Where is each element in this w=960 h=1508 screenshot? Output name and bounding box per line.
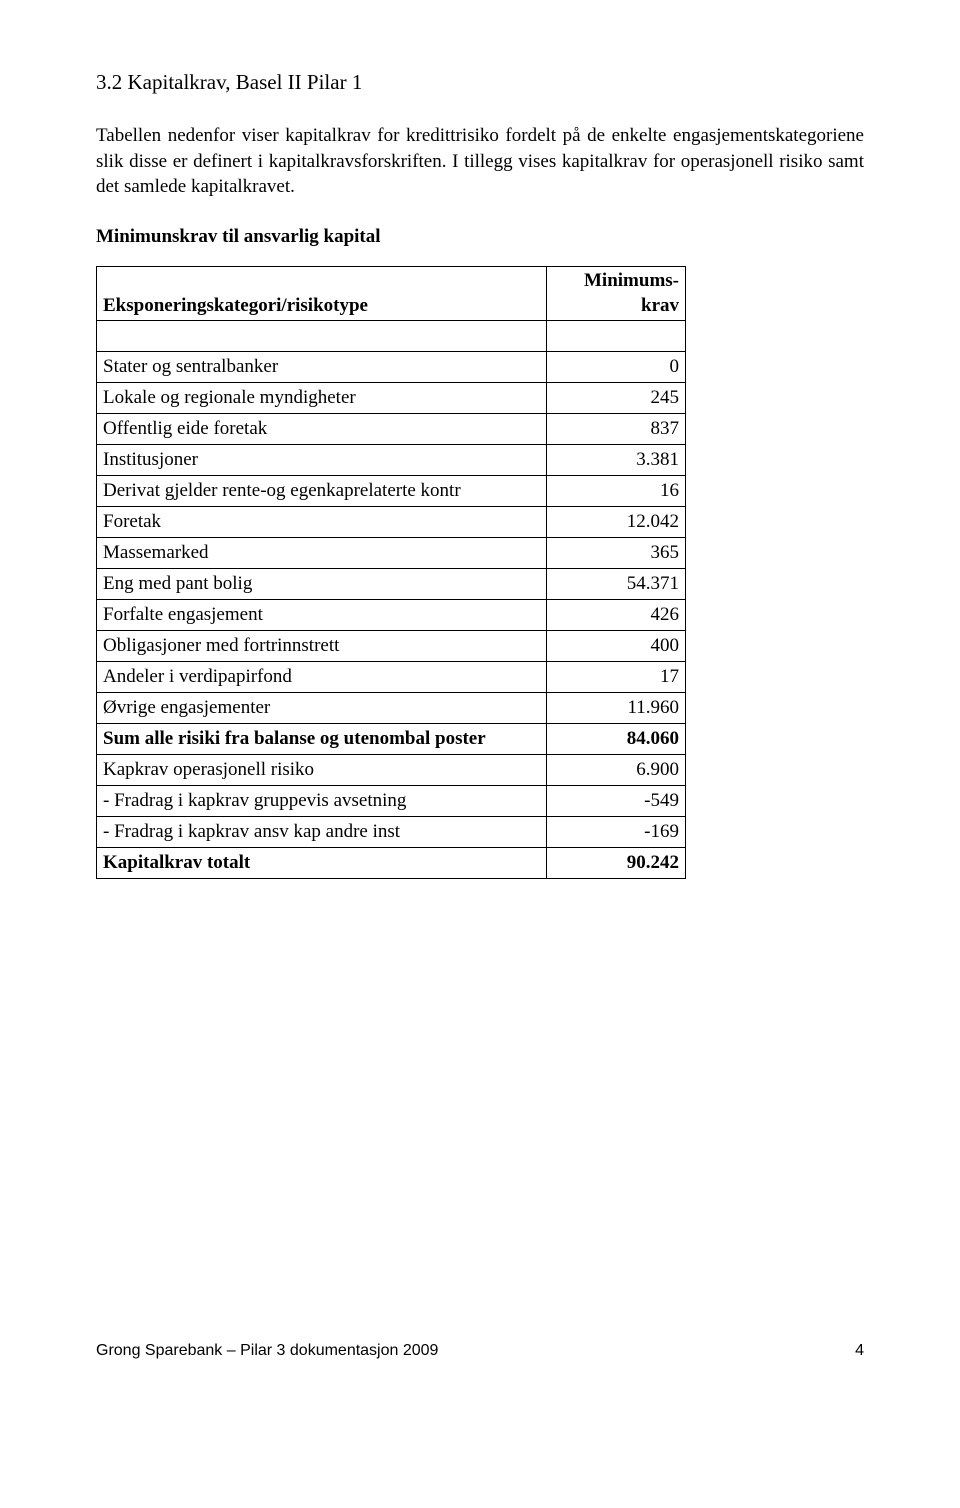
- spacer-cell: [547, 321, 686, 352]
- row-value: 12.042: [547, 507, 686, 538]
- row-value: 3.381: [547, 445, 686, 476]
- footer-left-text: Grong Sparebank – Pilar 3 dokumentasjon …: [96, 1342, 438, 1360]
- row-value: 6.900: [547, 755, 686, 786]
- table-row: Foretak12.042: [97, 507, 686, 538]
- table-row: - Fradrag i kapkrav ansv kap andre inst-…: [97, 817, 686, 848]
- row-value: 16: [547, 476, 686, 507]
- row-label: Andeler i verdipapirfond: [97, 662, 547, 693]
- row-value: 54.371: [547, 569, 686, 600]
- row-label: Obligasjoner med fortrinnstrett: [97, 631, 547, 662]
- spacer-cell: [97, 321, 547, 352]
- table-header-row: Eksponeringskategori/risikotype Minimums…: [97, 266, 686, 320]
- row-label: Offentlig eide foretak: [97, 414, 547, 445]
- table-title: Minimunskrav til ansvarlig kapital: [96, 226, 864, 248]
- table-row: Eng med pant bolig54.371: [97, 569, 686, 600]
- row-value: 837: [547, 414, 686, 445]
- row-label: Lokale og regionale myndigheter: [97, 383, 547, 414]
- footer-page-number: 4: [855, 1342, 864, 1360]
- header-left: Eksponeringskategori/risikotype: [97, 266, 547, 320]
- row-value: 11.960: [547, 693, 686, 724]
- row-value: 365: [547, 538, 686, 569]
- row-value: 426: [547, 600, 686, 631]
- header-right-line1: Minimums-: [584, 270, 679, 291]
- row-label: Institusjoner: [97, 445, 547, 476]
- table-row: Obligasjoner med fortrinnstrett400: [97, 631, 686, 662]
- table-row: Lokale og regionale myndigheter245: [97, 383, 686, 414]
- row-value: -169: [547, 817, 686, 848]
- row-label: Kapkrav operasjonell risiko: [97, 755, 547, 786]
- row-value: 400: [547, 631, 686, 662]
- row-label: - Fradrag i kapkrav gruppevis avsetning: [97, 786, 547, 817]
- section-heading: 3.2 Kapitalkrav, Basel II Pilar 1: [96, 70, 864, 95]
- table-row: Kapitalkrav totalt90.242: [97, 848, 686, 879]
- table-row: Sum alle risiki fra balanse og utenombal…: [97, 724, 686, 755]
- table-row: Derivat gjelder rente-og egenkaprelatert…: [97, 476, 686, 507]
- row-label: Sum alle risiki fra balanse og utenombal…: [97, 724, 547, 755]
- table-row: Offentlig eide foretak837: [97, 414, 686, 445]
- spacer-row: [97, 321, 686, 352]
- row-value: 17: [547, 662, 686, 693]
- table-row: Øvrige engasjementer11.960: [97, 693, 686, 724]
- table-row: Massemarked365: [97, 538, 686, 569]
- table-row: Andeler i verdipapirfond17: [97, 662, 686, 693]
- table-row: Forfalte engasjement426: [97, 600, 686, 631]
- document-page: 3.2 Kapitalkrav, Basel II Pilar 1 Tabell…: [0, 0, 960, 1400]
- row-label: Øvrige engasjementer: [97, 693, 547, 724]
- row-label: Massemarked: [97, 538, 547, 569]
- row-label: Forfalte engasjement: [97, 600, 547, 631]
- row-label: Eng med pant bolig: [97, 569, 547, 600]
- row-value: 84.060: [547, 724, 686, 755]
- row-label: - Fradrag i kapkrav ansv kap andre inst: [97, 817, 547, 848]
- header-right-line2: krav: [641, 295, 679, 316]
- row-label: Stater og sentralbanker: [97, 352, 547, 383]
- page-footer: Grong Sparebank – Pilar 3 dokumentasjon …: [96, 1342, 864, 1360]
- table-row: Kapkrav operasjonell risiko6.900: [97, 755, 686, 786]
- row-label: Kapitalkrav totalt: [97, 848, 547, 879]
- table-row: Institusjoner3.381: [97, 445, 686, 476]
- table-row: - Fradrag i kapkrav gruppevis avsetning-…: [97, 786, 686, 817]
- row-value: 0: [547, 352, 686, 383]
- intro-paragraph: Tabellen nedenfor viser kapitalkrav for …: [96, 123, 864, 200]
- capital-requirements-table: Eksponeringskategori/risikotype Minimums…: [96, 266, 686, 879]
- row-value: 245: [547, 383, 686, 414]
- row-value: 90.242: [547, 848, 686, 879]
- header-right: Minimums- krav: [547, 266, 686, 320]
- row-value: -549: [547, 786, 686, 817]
- row-label: Foretak: [97, 507, 547, 538]
- row-label: Derivat gjelder rente-og egenkaprelatert…: [97, 476, 547, 507]
- table-row: Stater og sentralbanker0: [97, 352, 686, 383]
